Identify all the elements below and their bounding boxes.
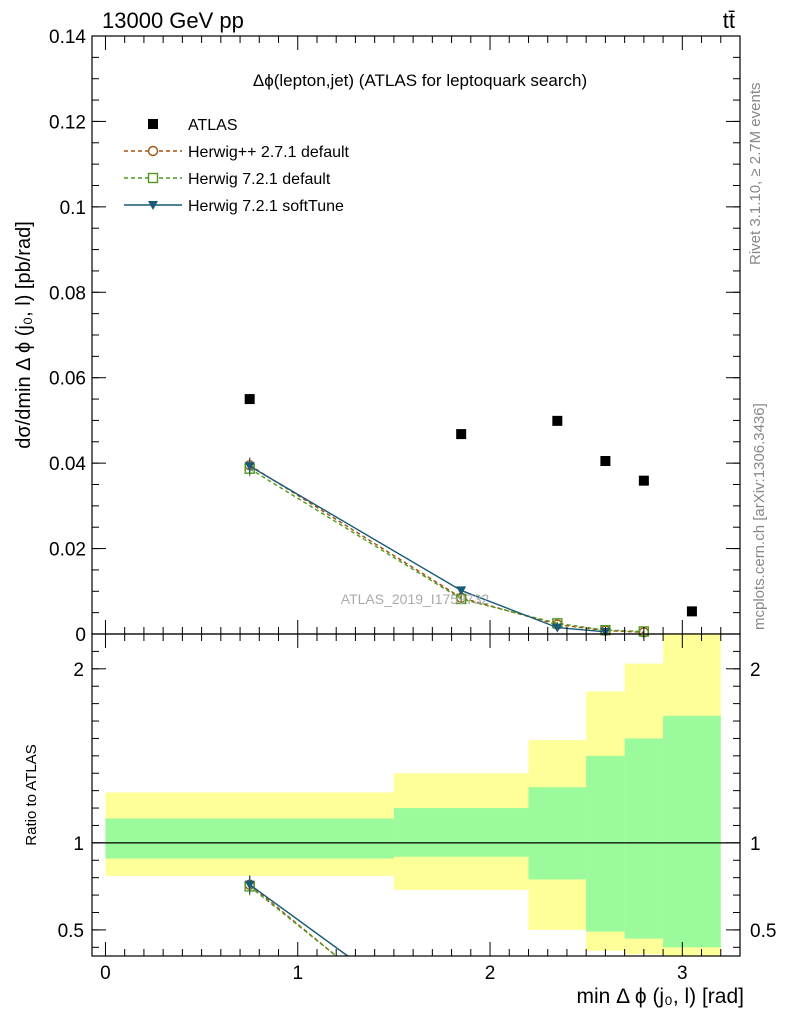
ratio-y-tick-label: 2: [750, 660, 761, 681]
data-point: [552, 623, 563, 633]
header-energy-label: 13000 GeV pp: [102, 8, 244, 33]
ratio-stat-uncertainty-band: [663, 715, 721, 948]
ratio-y-tick-label: 0.5: [58, 921, 84, 942]
main-y-axis: 0 0.02 0.04 0.06 0.08 0.1 0.12 0.14: [49, 27, 740, 646]
y-tick-label: 0.04: [49, 454, 86, 475]
ratio-y-axis-label: Ratio to ATLAS: [23, 744, 40, 845]
x-tick-label: 1: [292, 963, 303, 984]
ratio-y-tick-label: 0.5: [750, 921, 776, 942]
ratio-series-line: [249, 884, 349, 957]
ratio-y-tick-label: 1: [73, 834, 84, 855]
legend-label: Herwig++ 2.7.1 default: [188, 144, 350, 161]
rivet-version-label: Rivet 3.1.10, ≥ 2.7M events: [747, 83, 764, 266]
data-point: [244, 462, 255, 472]
data-point: [552, 415, 563, 426]
legend-marker: [147, 172, 159, 184]
x-tick-label: 0: [100, 963, 111, 984]
legend-label: Herwig 7.2.1 default: [188, 171, 331, 188]
legend-label: ATLAS: [188, 117, 238, 134]
series-line: [249, 468, 644, 633]
ratio-stat-uncertainty-band: [105, 818, 394, 859]
ratio-y-tick-label: 1: [750, 834, 761, 855]
x-axis-label: min Δ ϕ (j₀, l) [rad]: [576, 985, 744, 1008]
y-tick-label: 0.08: [49, 283, 86, 304]
header-process-label: tt̄: [723, 8, 735, 33]
data-point: [686, 606, 697, 617]
main-y-axis-label: dσ/dmin Δ ϕ (j₀, l) [pb/rad]: [13, 221, 35, 449]
legend-label: Herwig 7.2.1 softTune: [188, 198, 344, 215]
data-point: [456, 586, 467, 596]
ratio-y-axis: 0.5 0.5 1 1 2 2: [58, 633, 776, 948]
legend: ATLAS Herwig++ 2.7.1 default Herwig 7.2.1 …: [124, 117, 350, 215]
ratio-series-line: [249, 885, 337, 957]
main-x-axis-ticks: [104, 36, 722, 634]
y-tick-label: 0.1: [60, 198, 86, 219]
legend-marker: [147, 145, 159, 157]
y-tick-label: 0: [75, 625, 86, 646]
analysis-watermark: ATLAS_2019_I1759732: [341, 591, 490, 607]
ratio-y-tick-label: 2: [73, 660, 84, 681]
x-tick-label: 3: [677, 963, 688, 984]
ratio-x-axis: 0 1 2 3: [100, 634, 722, 984]
ratio-stat-uncertainty-band: [528, 787, 587, 880]
ratio-stat-uncertainty-band: [393, 808, 529, 857]
plot-title: Δϕ(lepton,jet) (ATLAS for leptoquark sea…: [253, 71, 587, 90]
data-point: [244, 394, 255, 405]
y-tick-label: 0.02: [49, 540, 86, 561]
ratio-plot-panel: 0.5 0.5 1 1 2 2 0 1 2 3 Ratio to ATLAS min Δ ϕ (…: [23, 633, 776, 1008]
data-point: [456, 429, 467, 440]
ratio-stat-uncertainty-band: [586, 755, 625, 932]
legend-marker: [148, 119, 158, 129]
y-tick-label: 0.12: [49, 112, 86, 133]
legend-marker: [148, 201, 158, 210]
data-point: [600, 456, 611, 467]
series-line: [249, 465, 606, 633]
x-tick-label: 2: [485, 963, 496, 984]
y-tick-label: 0.06: [49, 369, 86, 390]
mcplots-reference-label: mcplots.cern.ch [arXiv:1306.3436]: [751, 403, 768, 630]
ratio-plot-frame: [91, 633, 741, 957]
ratio-stat-uncertainty-band: [624, 738, 664, 939]
main-plot-panel: ATLAS_2019_I1759732 Δϕ(lepton,jet) (ATLA…: [13, 27, 741, 646]
ratio-plot-marks: [92, 634, 740, 957]
series-line: [249, 464, 644, 633]
data-point: [638, 475, 649, 486]
y-tick-label: 0.14: [49, 27, 86, 48]
